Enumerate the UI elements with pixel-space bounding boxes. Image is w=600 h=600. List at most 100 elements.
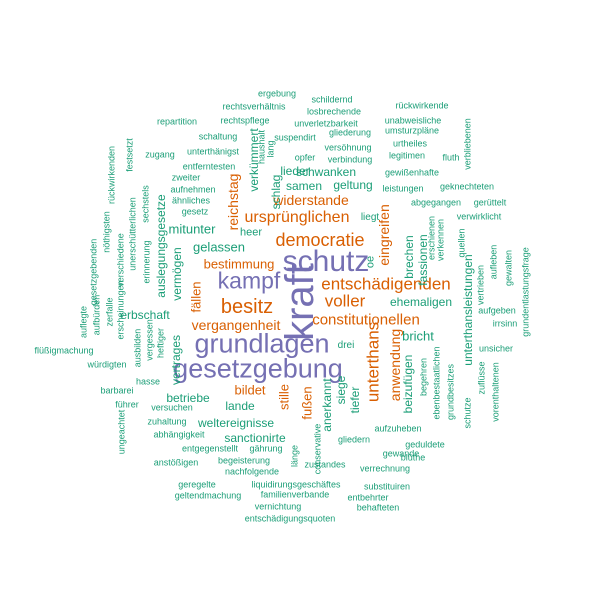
word-gesetzgebung: gesetzgebung [173,353,343,384]
word-unterthansleistungen: unterthansleistungen [461,254,475,366]
word-entschaedigenden: entschädigenden [321,274,451,294]
word-democratie: democratie [275,230,365,250]
word-schildernd: schildernd [311,94,353,105]
word-legitimen: legitimen [388,150,426,161]
word-bildet: bildet [234,382,266,398]
word-vertrages: vertrages [169,334,183,386]
word-vergessen: vergessen [144,319,155,361]
word-erscheinungen: erscheinungen [115,280,126,340]
word-betriebe: betriebe [166,391,210,405]
word-erinnerung: erinnerung [141,240,152,284]
word-aufzuheben: aufzuheben [374,423,422,434]
word-fluessigmachung: flüßigmachung [34,345,94,356]
word-vertrieben: vertrieben [475,264,486,306]
word-ebenbestaatlichen: ebenbestaatlichen [431,346,442,420]
word-irrsinn: irrsinn [492,318,518,329]
word-gelassen: gelassen [192,239,246,255]
word-quellen: quellen [456,228,467,258]
word-verrechnung: verrechnung [359,463,411,474]
word-beizufuegen: beizufügen [401,354,415,414]
word-festsetzt: festsetzt [124,138,135,172]
word-samen: samen [285,179,323,193]
word-anwendung: anwendung [387,328,403,402]
word-brechen: brechen [402,235,416,279]
word-vermoegen: vermögen [170,247,184,301]
word-entferntesten: entferntesten [182,161,236,172]
word-rueckwirkenden: rückwirkenden [106,145,117,205]
word-unabweisliche: unabweisliche [384,115,442,126]
word-abgegangen: abgegangen [410,197,462,208]
word-fuehrer: führer [115,399,139,410]
word-losbrechende: losbrechende [306,106,362,117]
word-unverletzbarkeit: unverletzbarkeit [294,118,358,129]
word-opfer: opfer [294,152,316,163]
word-urspruenglichen: ursprünglichen [244,209,350,226]
word-bestimmung: bestimmung [203,256,275,272]
word-unterthaenigst: unterthänigst [186,146,240,157]
word-behafteten: behafteten [356,502,400,513]
word-grundentlastungsfrage: grundentlastungsfrage [520,247,531,337]
word-begeisterung: begeisterung [217,455,271,466]
word-heer: heer [239,226,263,239]
word-fluth: fluth [442,152,460,163]
word-zustandes: zustandes [304,459,346,470]
word-fussen: fußen [299,386,315,420]
word-aufgeben: aufgeben [478,305,516,316]
word-weltereignisse: weltereignisse [197,416,275,430]
word-bricht: bricht [402,328,434,344]
word-heftiger: heftiger [155,327,166,359]
word-gewalten: gewalten [503,249,514,287]
word-schlag: schlag [269,174,283,210]
word-barbarei: barbarei [100,385,134,396]
word-laenge: länge [289,444,300,468]
word-grundbesitzes: grundbesitzes [445,363,456,421]
word-geregelte: geregelte [178,479,216,490]
word-unsicher: unsicher [478,343,514,354]
word-zuhaltung: zuhaltung [147,416,187,427]
word-gaehrung: gährung [249,443,283,454]
word-gliederung: gliederung [328,127,372,138]
word-besitz: besitz [220,296,274,318]
word-voller: voller [324,291,366,311]
word-liegt: liegt [360,212,380,223]
word-entbehrter: entbehrter [347,492,389,503]
word-lande: lande [225,399,255,413]
word-nachfolgende: nachfolgende [224,466,280,477]
word-tiefer: tiefer [348,386,362,414]
word-rueckwirkende: rückwirkende [395,100,449,111]
word-zufluesse: zuflüsse [476,361,487,395]
word-aufbuerden: aufbürden [91,294,102,336]
word-aufleben: aufleben [488,244,499,280]
word-verkennen: verkennen [435,218,446,262]
word-schaltung: schaltung [198,131,238,142]
word-auflegte: auflegte [78,305,89,339]
word-ehemaligen: ehemaligen [389,295,453,309]
word-begehren: begehren [418,357,429,397]
word-rechtspflege: rechtspflege [220,115,270,126]
word-unterthans: unterthans [363,321,383,403]
word-aehnliches: ähnliches [171,195,211,206]
word-gesetz: gesetz [181,206,209,217]
word-lang: lang [265,140,276,158]
word-gliedern: gliedern [337,434,371,445]
word-widerstande: widerstande [273,192,349,208]
word-entgegenstellt: entgegenstellt [181,443,239,454]
word-zugang: zugang [145,149,175,160]
word-versuchen: versuchen [151,402,193,413]
word-erbschaft: erbschaft [120,308,170,322]
word-sanctionirte: sanctionirte [224,431,286,445]
word-versoehnung: versöhnung [324,142,372,153]
word-bluethe: blüthe [400,452,426,463]
word-repartition: repartition [156,116,198,127]
word-oe: oe [364,255,377,269]
word-vernichtung: vernichtung [254,501,302,512]
word-schwanken: schwanken [295,165,357,179]
word-abhaengigkeit: abhängigkeit [153,429,205,440]
word-geruettelt: gerüttelt [473,197,507,208]
word-stille: stille [276,383,292,411]
word-verbliebenen: verbliebenen [462,118,473,170]
word-zweiter: zweiter [171,172,201,183]
word-familienverbande: familienverbande [260,489,330,500]
word-mitunter: mitunter [168,221,216,237]
